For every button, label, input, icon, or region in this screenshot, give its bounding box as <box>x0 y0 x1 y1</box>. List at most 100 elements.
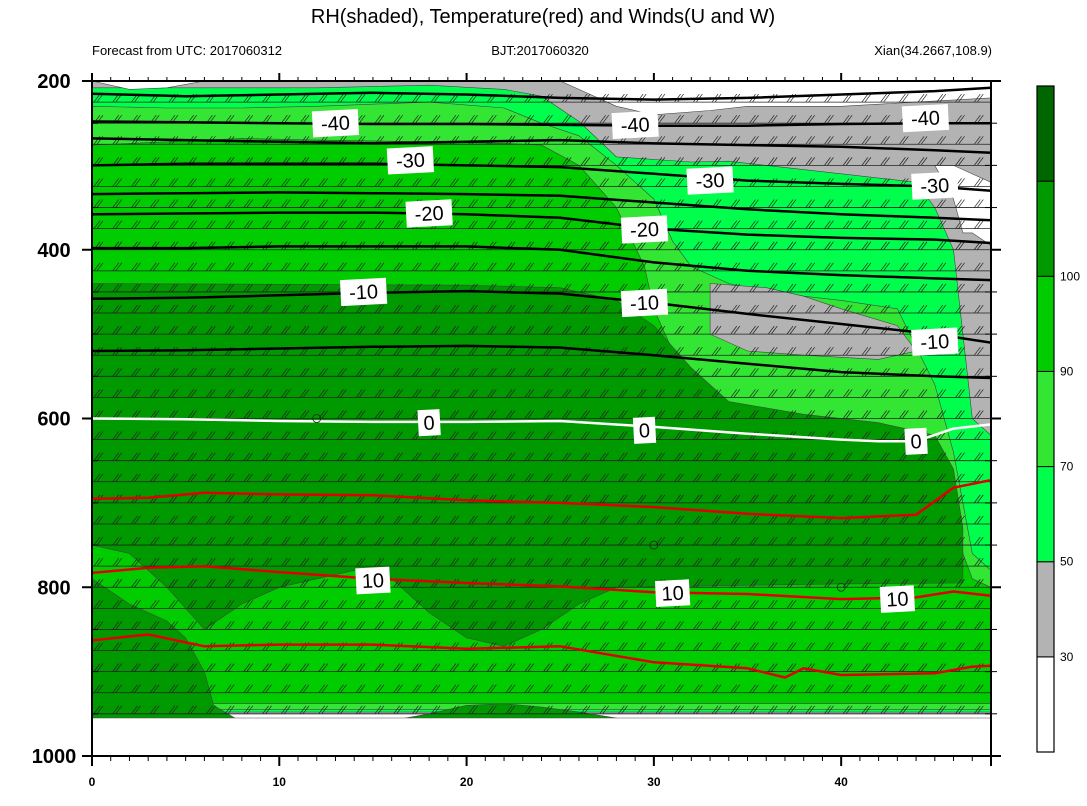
wind-barb <box>618 389 628 398</box>
wind-barb <box>243 473 254 482</box>
wind-barb <box>636 621 647 630</box>
wind-barb <box>618 579 628 588</box>
wind-barb <box>262 494 272 504</box>
wind-barb <box>786 684 797 693</box>
wind-barb <box>187 494 197 504</box>
wind-barb <box>599 705 609 715</box>
wind-barb <box>899 389 909 398</box>
wind-barb <box>936 452 947 461</box>
wind-barb <box>711 557 722 567</box>
wind-barb <box>243 262 254 272</box>
wind-barb <box>655 325 666 335</box>
wind-barb <box>131 579 141 588</box>
wind-barb <box>993 643 1002 651</box>
wind-barb <box>412 536 422 546</box>
wind-barb <box>861 705 872 715</box>
wind-barb <box>824 473 834 482</box>
wind-barb <box>224 663 235 672</box>
wind-barb <box>636 157 647 166</box>
wind-barb <box>899 262 909 272</box>
wind-barb <box>805 347 815 356</box>
wind-barb <box>749 557 759 567</box>
wind-barb <box>767 473 778 482</box>
wind-barb <box>299 579 310 588</box>
wind-barb <box>243 600 254 609</box>
isotherm-label-bg <box>620 215 669 244</box>
wind-barb <box>468 114 478 124</box>
wind-barb <box>168 536 179 546</box>
wind-barb <box>917 684 928 693</box>
wind-barb <box>412 283 422 293</box>
wind-barb <box>805 642 815 651</box>
wind-barb <box>243 515 254 525</box>
wind-barb <box>674 473 684 482</box>
wind-barb <box>337 199 347 208</box>
wind-barb <box>149 663 160 672</box>
wind-barb <box>786 473 797 482</box>
wind-barb <box>93 600 104 609</box>
wind-barb <box>131 431 141 440</box>
wind-barb <box>187 663 197 672</box>
wind-barb <box>524 325 535 335</box>
isotherm-cold <box>92 211 991 245</box>
wind-barb <box>786 114 797 124</box>
wind-barb <box>262 368 272 377</box>
wind-barb <box>168 389 179 398</box>
wind-barb <box>655 241 666 250</box>
wind-barb <box>318 600 329 609</box>
wind-barb <box>993 347 1002 355</box>
wind-barb <box>149 262 160 272</box>
wind-barb <box>767 368 778 377</box>
wind-barb <box>543 705 553 715</box>
wind-barb <box>711 389 722 398</box>
wind-barb <box>430 621 441 630</box>
isotherm-label: -40 <box>901 103 950 133</box>
wind-barb <box>243 368 254 377</box>
wind-barb <box>655 621 666 630</box>
wind-barb <box>449 600 460 609</box>
wind-barb <box>430 368 441 377</box>
wind-barb <box>243 389 254 398</box>
wind-barb <box>168 304 179 314</box>
wind-barb <box>337 452 347 461</box>
wind-barb <box>281 262 291 272</box>
wind-barb <box>899 557 909 567</box>
wind-barb <box>786 600 797 609</box>
wind-barb <box>861 241 872 250</box>
wind-barb <box>131 178 141 187</box>
wind-barb <box>93 431 104 440</box>
wind-barb <box>936 621 947 630</box>
isotherm-label-bg <box>355 566 391 595</box>
wind-barb <box>131 389 141 398</box>
wind-barb <box>281 515 291 525</box>
wind-barb <box>355 389 366 398</box>
wind-barb <box>636 515 647 525</box>
wind-barb <box>93 304 104 314</box>
wind-barb <box>487 325 497 335</box>
wind-barb <box>936 220 947 229</box>
wind-barb <box>730 515 741 525</box>
wind-barb <box>693 494 703 504</box>
wind-barb <box>468 536 478 546</box>
wind-barb <box>955 304 965 314</box>
wind-barb <box>281 536 291 546</box>
wind-barb <box>674 220 684 229</box>
wind-barb <box>786 347 797 356</box>
wind-barb <box>861 304 872 314</box>
wind-barb <box>955 220 965 229</box>
wind-barb <box>206 410 216 419</box>
wind-barb <box>206 515 216 525</box>
wind-barb <box>262 452 272 461</box>
wind-barb <box>786 705 797 715</box>
wind-barb <box>206 431 216 440</box>
wind-barb <box>993 600 1002 608</box>
wind-barb <box>561 178 572 187</box>
wind-barb <box>187 705 197 715</box>
wind-barb <box>262 557 272 567</box>
wind-barb <box>880 241 890 250</box>
wind-barb <box>337 410 347 419</box>
wind-barb <box>149 283 160 293</box>
wind-barb <box>955 536 965 546</box>
wind-barb <box>936 410 947 419</box>
wind-barb <box>524 705 535 715</box>
